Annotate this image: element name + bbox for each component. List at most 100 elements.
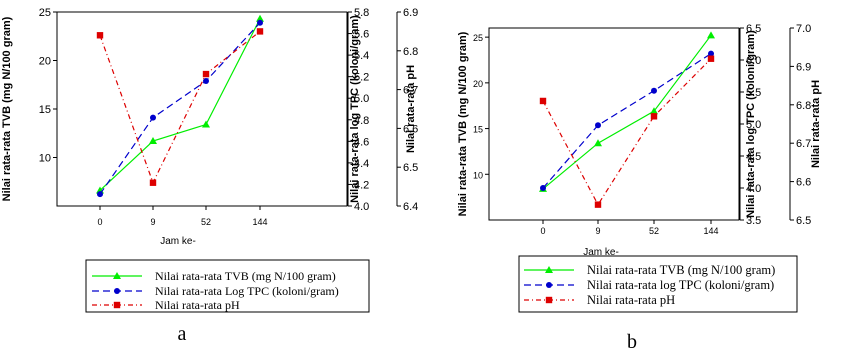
y-mid-tick-label: 5.0 xyxy=(354,93,369,105)
series-line-circle xyxy=(99,22,261,195)
y-left-tick-label: 25 xyxy=(39,7,51,19)
y-mid-tick-label: 4.8 xyxy=(354,115,369,127)
y-mid-tick-label: 5.0 xyxy=(746,119,761,131)
y-left-tick-label: 10 xyxy=(39,153,51,165)
data-point-circle xyxy=(595,122,601,129)
data-point-circle xyxy=(540,185,546,191)
y-mid-tick-label: 5.6 xyxy=(354,29,369,41)
y-left-tick-label: 15 xyxy=(39,104,51,116)
plot-frame xyxy=(488,27,740,221)
panel-label: b xyxy=(627,331,637,350)
x-tick-label: 52 xyxy=(201,217,211,227)
y-mid-axis-label: Nilai rata-rata log TPC (koloni/gram) xyxy=(745,30,757,218)
legend-marker-triangle xyxy=(113,272,121,279)
chart-panel-b: 10 15 20 25 3.5 4.0 4.5 5.0 5.5 6.0 6.5 6.5 6.6 6.7 6.… xyxy=(457,23,822,350)
data-point-circle xyxy=(150,114,156,121)
data-point-triangle xyxy=(149,137,157,145)
data-point-circle xyxy=(257,19,263,26)
series-line-triangle xyxy=(99,18,261,191)
x-tick-label: 0 xyxy=(540,226,545,236)
legend-box xyxy=(85,259,370,313)
legend-entry-label: Nilai rata-rata TVB (mg N/100 gram) xyxy=(587,263,775,277)
data-point-square xyxy=(256,28,264,35)
legend-entry-label: Nilai rata-rata pH xyxy=(155,298,240,312)
y-right-tick-label: 6.9 xyxy=(403,7,418,19)
y-right-tick-label: 6.5 xyxy=(796,215,811,227)
x-axis-label: Jam ke- xyxy=(160,236,196,247)
y-left-tick-label: 10 xyxy=(473,170,483,180)
y-mid-tick-label: 5.4 xyxy=(354,50,369,62)
y-mid-tick-label: 4.2 xyxy=(354,179,369,191)
y-mid-tick-label: 4.5 xyxy=(746,151,761,163)
y-mid-tick-label: 5.8 xyxy=(354,7,369,19)
legend-entry-label: Nilai rata-rata log TPC (koloni/gram) xyxy=(587,278,774,292)
x-tick-label: 144 xyxy=(703,226,718,236)
legend-marker-circle xyxy=(546,282,552,288)
y-mid-tick-label: 4.4 xyxy=(354,158,369,170)
legend-marker-square xyxy=(545,296,553,304)
y-left-axis-label: Nilai rata-rata TVB (mg N/100 gram) xyxy=(1,16,13,201)
data-point-circle xyxy=(203,77,209,84)
legend-marker-circle xyxy=(114,288,120,294)
legend-entry-label: Nilai rata-rata TVB (mg N/100 gram) xyxy=(155,269,336,283)
x-axis-label: Jam ke- xyxy=(583,247,619,258)
y-right-tick-label: 6.6 xyxy=(796,177,811,189)
y-right-tick-label: 6.7 xyxy=(403,85,418,97)
y-mid-tick-label: 6.5 xyxy=(746,23,761,35)
y-mid-tick-label: 6.0 xyxy=(746,55,761,67)
legend-entry-label: Nilai rata-rata pH xyxy=(587,293,675,307)
x-tick-label: 0 xyxy=(97,217,102,227)
x-tick-label: 9 xyxy=(150,217,155,227)
y-left-tick-label: 20 xyxy=(39,56,51,68)
data-point-circle xyxy=(97,191,103,198)
data-point-square xyxy=(96,32,104,39)
y-right-axis-label: Nilai rata-rata pH xyxy=(405,65,417,153)
x-tick-label: 52 xyxy=(649,226,659,236)
data-point-triangle xyxy=(256,14,264,22)
data-point-triangle xyxy=(202,120,210,128)
x-tick-label: 144 xyxy=(252,217,267,227)
y-right-tick-label: 6.5 xyxy=(403,162,418,174)
y-right-axis-label: Nilai rata-rata pH xyxy=(810,80,822,168)
y-mid-tick-label: 4.0 xyxy=(354,201,369,213)
y-left-axis-label: Nilai rata-rata TVB (mg N/100 gram) xyxy=(457,31,469,216)
y-left-tick-label: 20 xyxy=(473,79,483,89)
data-point-square xyxy=(594,201,602,208)
plot-frame xyxy=(56,11,348,207)
legend-marker-square xyxy=(113,301,121,309)
y-left-tick-label: 25 xyxy=(473,33,483,43)
y-right-tick-label: 6.4 xyxy=(403,201,418,213)
series-line-circle xyxy=(542,53,712,189)
y-right-tick-label: 6.8 xyxy=(403,46,418,58)
chart-panel-a: 10 15 20 25 4.0 4.2 4.4 4.6 4.8 5.0 5.2 5.4 5.6 5.8 6.… xyxy=(1,7,418,345)
y-right-tick-label: 6.8 xyxy=(796,100,811,112)
data-point-circle xyxy=(708,50,714,57)
legend: Nilai rata-rata TVB (mg N/100 gram)Nilai… xyxy=(518,255,798,313)
y-right-tick-label: 7.0 xyxy=(796,23,811,35)
legend-marker-triangle xyxy=(545,266,553,273)
y-left-tick-label: 15 xyxy=(473,125,483,135)
data-point-circle xyxy=(651,87,657,94)
data-point-square xyxy=(650,113,658,120)
y-mid-tick-label: 3.5 xyxy=(746,215,761,227)
y-mid-axis-label: Nilai rata-rata log TPC (koloni/gram) xyxy=(349,15,361,203)
y-right-tick-label: 6.7 xyxy=(796,138,811,150)
series-line-square xyxy=(99,30,261,185)
legend: Nilai rata-rata TVB (mg N/100 gram)Nilai… xyxy=(85,259,370,313)
data-point-square xyxy=(707,55,715,62)
data-point-triangle xyxy=(594,139,602,147)
x-tick-label: 9 xyxy=(595,226,600,236)
data-point-square xyxy=(202,70,210,78)
y-mid-tick-label: 4.6 xyxy=(354,136,369,148)
legend-entry-label: Nilai rata-rata Log TPC (koloni/gram) xyxy=(155,284,339,298)
y-mid-tick-label: 4.0 xyxy=(746,183,761,195)
panel-label: a xyxy=(178,323,187,345)
y-mid-tick-label: 5.2 xyxy=(354,72,369,84)
series-line-square xyxy=(542,58,712,206)
data-point-triangle xyxy=(707,31,715,39)
y-mid-tick-label: 5.5 xyxy=(746,87,761,99)
legend-box xyxy=(518,255,798,313)
y-right-tick-label: 6.9 xyxy=(796,61,811,73)
data-point-triangle xyxy=(650,107,658,115)
